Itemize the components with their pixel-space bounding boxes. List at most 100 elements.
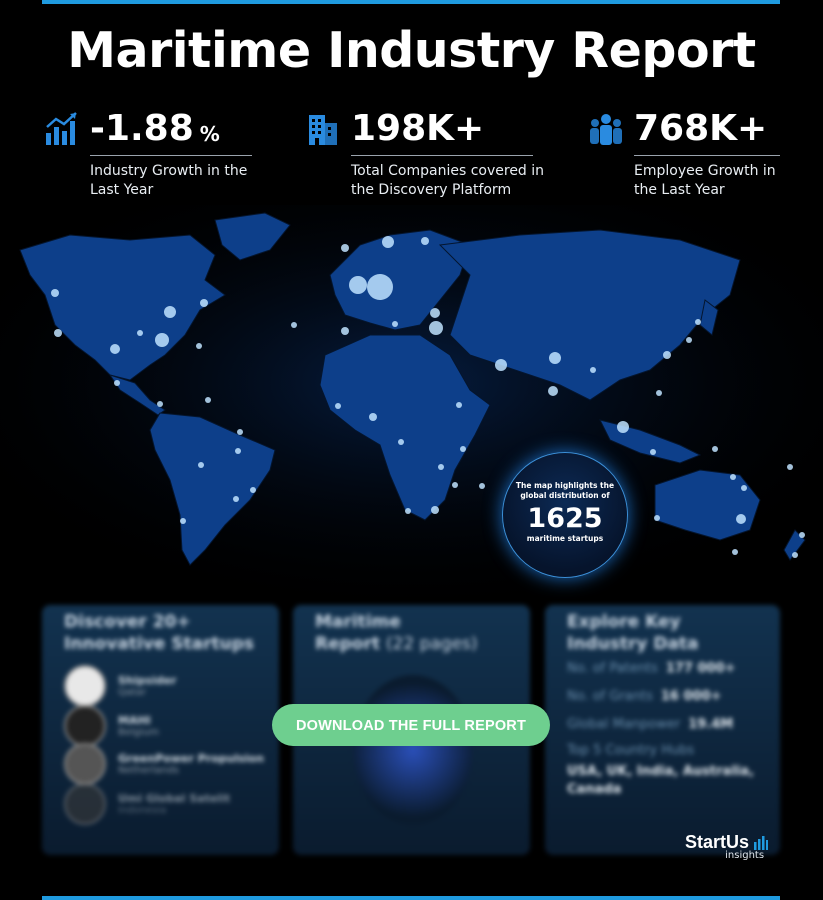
data-row: No. of Patents 177 000+ bbox=[567, 661, 736, 676]
startup-name: Umi Global Satelit bbox=[118, 792, 231, 805]
startup-location-dot bbox=[686, 337, 692, 343]
startup-location-dot bbox=[730, 474, 736, 480]
startup-country: Netherlands bbox=[118, 765, 179, 776]
startup-location-dot bbox=[438, 464, 444, 470]
startup-location-dot bbox=[110, 344, 120, 354]
startup-location-dot bbox=[205, 397, 211, 403]
stat-divider bbox=[90, 155, 252, 156]
continent-south-america bbox=[149, 412, 276, 566]
startup-location-dot bbox=[656, 390, 662, 396]
startup-location-dot bbox=[712, 446, 718, 452]
page-title: Maritime Industry Report bbox=[67, 22, 756, 79]
industry-data-title: Explore Key Industry Data bbox=[567, 612, 699, 654]
data-value: 16 000+ bbox=[660, 689, 722, 704]
startups-card: Discover 20+ Innovative Startups Shipsid… bbox=[42, 605, 279, 855]
startup-location-dot bbox=[392, 321, 398, 327]
startup-location-dot bbox=[382, 236, 394, 248]
continent-greenland bbox=[214, 212, 291, 261]
startup-location-dot bbox=[695, 319, 701, 325]
startup-item: GreenPower Propulsion Netherlands bbox=[64, 743, 264, 785]
startup-country: Indonesia bbox=[118, 805, 167, 816]
startup-location-dot bbox=[367, 274, 393, 300]
startup-location-dot bbox=[198, 462, 204, 468]
startup-location-dot bbox=[421, 237, 429, 245]
startup-location-dot bbox=[349, 276, 367, 294]
region-japan bbox=[699, 299, 719, 336]
stat-label: Industry Growth in the Last Year bbox=[90, 163, 248, 198]
startup-location-dot bbox=[732, 549, 738, 555]
startup-location-dot bbox=[200, 299, 208, 307]
startup-logo bbox=[64, 743, 106, 785]
stat-label: Total Companies covered in the Discovery… bbox=[351, 163, 545, 198]
hubs-value: USA, UK, India, Australia, Canada bbox=[567, 764, 754, 797]
startup-item: Shipsider Qatar bbox=[64, 665, 176, 707]
download-report-button[interactable]: DOWNLOAD THE FULL REPORT bbox=[272, 704, 550, 746]
growth-chart-icon bbox=[42, 109, 82, 149]
stat-value: 198K+ bbox=[351, 108, 485, 149]
world-map bbox=[0, 205, 823, 600]
startup-location-dot bbox=[430, 308, 440, 318]
startup-location-dot bbox=[114, 380, 120, 386]
top-accent-bar bbox=[42, 0, 780, 4]
stat-industry-growth: -1.88 % Industry Growth in the Last Year bbox=[42, 108, 270, 200]
continent-africa bbox=[319, 334, 491, 521]
startup-location-dot bbox=[155, 333, 169, 347]
data-value: 177 000+ bbox=[665, 661, 736, 676]
industry-data-card: Explore Key Industry Data No. of Patents… bbox=[545, 605, 780, 855]
hubs-label: Top 5 Country Hubs bbox=[567, 743, 695, 758]
stat-label: Employee Growth in the Last Year bbox=[634, 163, 776, 198]
startup-location-dot bbox=[51, 289, 59, 297]
startup-location-dot bbox=[429, 321, 443, 335]
bottom-accent-bar bbox=[42, 896, 780, 900]
stat-divider bbox=[351, 155, 533, 156]
data-value: 19.4M bbox=[688, 717, 734, 732]
stat-value: 768K+ bbox=[634, 108, 768, 149]
brand-logo: StartUs insights bbox=[685, 832, 769, 861]
stat-value: -1.88 bbox=[90, 108, 194, 149]
continent-central-america bbox=[108, 374, 166, 416]
startup-location-dot bbox=[479, 483, 485, 489]
startup-location-dot bbox=[235, 448, 241, 454]
startup-location-dot bbox=[180, 518, 186, 524]
badge-subcaption: maritime startups bbox=[526, 534, 604, 543]
stat-total-companies: 198K+ Total Companies covered in the Dis… bbox=[303, 108, 551, 200]
startup-location-dot bbox=[54, 329, 62, 337]
startup-logo bbox=[64, 783, 106, 825]
startups-card-title: Discover 20+ Innovative Startups bbox=[64, 612, 254, 654]
startup-name: Shipsider bbox=[118, 674, 177, 687]
startup-location-dot bbox=[663, 351, 671, 359]
badge-caption: The map highlights the global distributi… bbox=[515, 481, 615, 500]
startup-name: GreenPower Propulsion bbox=[118, 752, 264, 765]
startup-location-dot bbox=[495, 359, 507, 371]
startup-location-dot bbox=[590, 367, 596, 373]
startup-location-dot bbox=[650, 449, 656, 455]
startup-location-dot bbox=[341, 244, 349, 252]
data-label: Global Manpower bbox=[567, 717, 681, 732]
startup-location-dot bbox=[237, 429, 243, 435]
startup-location-dot bbox=[736, 514, 746, 524]
stat-employee-growth: 768K+ Employee Growth in the Last Year bbox=[586, 108, 794, 200]
continent-europe bbox=[329, 229, 471, 331]
startup-location-dot bbox=[460, 446, 466, 452]
startup-location-dot bbox=[196, 343, 202, 349]
continent-australia bbox=[654, 469, 761, 541]
startup-location-dot bbox=[233, 496, 239, 502]
startup-location-dot bbox=[654, 515, 660, 521]
startup-location-dot bbox=[157, 401, 163, 407]
startup-location-dot bbox=[250, 487, 256, 493]
startup-location-dot bbox=[369, 413, 377, 421]
stat-unit: % bbox=[199, 121, 220, 146]
report-card-title: Maritime Report (22 pages) bbox=[315, 611, 478, 655]
data-row: Global Manpower 19.4M bbox=[567, 717, 733, 732]
data-label: No. of Patents bbox=[567, 661, 658, 676]
data-label: No. of Grants bbox=[567, 689, 653, 704]
startup-item: Umi Global Satelit Indonesia bbox=[64, 783, 230, 825]
startup-location-dot bbox=[456, 402, 462, 408]
report-cover-image bbox=[353, 675, 473, 825]
startup-location-dot bbox=[799, 532, 805, 538]
startup-location-dot bbox=[405, 508, 411, 514]
building-icon bbox=[303, 109, 343, 149]
badge-count: 1625 bbox=[527, 503, 603, 534]
startup-location-dot bbox=[549, 352, 561, 364]
startup-count-badge: The map highlights the global distributi… bbox=[502, 452, 628, 578]
